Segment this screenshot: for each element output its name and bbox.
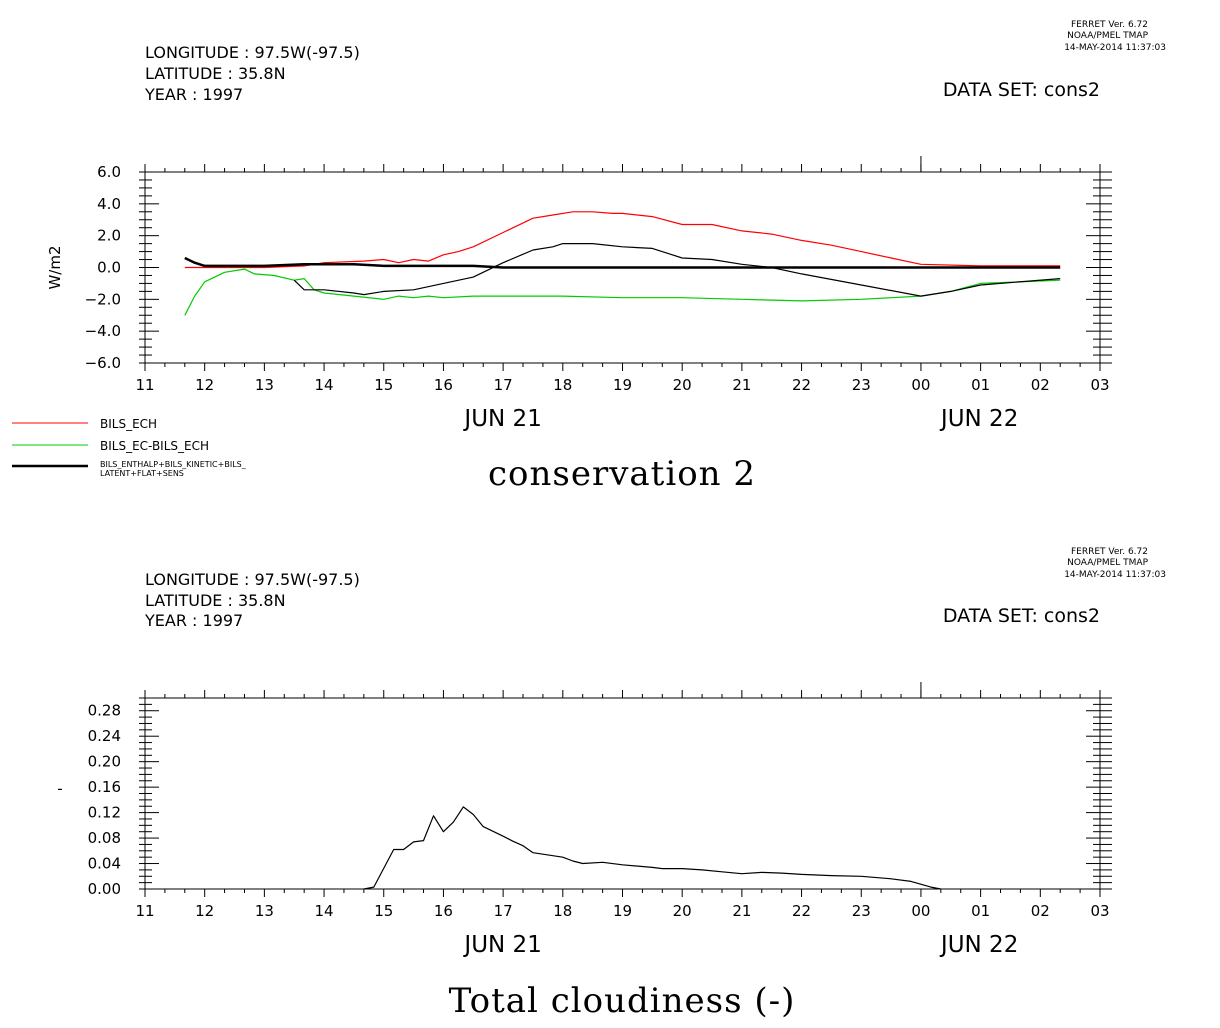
y-tick-label: 0.16 <box>88 778 121 796</box>
y-tick-label: 0.0 <box>97 259 121 277</box>
p1-x-axis: 11 12 13 14 15 16 17 18 19 20 21 22 23 00 01 02 03 JUN 21… <box>135 156 1110 432</box>
x-date-label: JUN 22 <box>939 932 1018 958</box>
panel1-dataset: DATA SET: cons2 <box>943 79 1100 101</box>
x-tick-label: 17 <box>494 376 513 394</box>
panel1-title: conservation 2 <box>488 454 756 494</box>
panel2-ferret-version: FERRET Ver. 6.72 <box>1071 547 1148 557</box>
panel2-header: LONGITUDE : 97.5W(-97.5) LATITUDE : 35.8… <box>144 547 1166 630</box>
panel1-ferret-timestamp: 14-MAY-2014 11:37:03 <box>1064 43 1166 53</box>
x-tick-label: 18 <box>553 902 572 920</box>
x-tick-label: 17 <box>494 902 513 920</box>
x-tick-label: 22 <box>792 902 811 920</box>
y-tick-label: 0.04 <box>88 855 121 873</box>
x-tick-label: 19 <box>613 902 632 920</box>
legend-label-bils-ech: BILS_ECH <box>100 417 157 431</box>
x-tick-label: 00 <box>911 376 930 394</box>
y-tick-label: 0.00 <box>88 880 121 898</box>
x-tick-label: 20 <box>673 902 692 920</box>
x-tick-label: 21 <box>732 902 751 920</box>
x-date-label: JUN 21 <box>462 406 541 432</box>
y-tick-label: 0.12 <box>88 804 121 822</box>
panel2-plot: 11 12 13 14 15 16 17 18 19 20 21 22 23 00 01 02 03 JUN 21… <box>57 682 1112 958</box>
y-tick-label: 4.0 <box>97 195 121 213</box>
panel2-ferret-timestamp: 14-MAY-2014 11:37:03 <box>1064 570 1166 580</box>
panel1-ferret-version: FERRET Ver. 6.72 <box>1071 20 1148 30</box>
x-tick-label: 14 <box>315 902 334 920</box>
x-tick-label: 23 <box>852 376 871 394</box>
x-tick-label: 15 <box>374 376 393 394</box>
y-tick-label: 0.08 <box>88 829 121 847</box>
p2-y-axis: 0.28 0.24 0.20 0.16 0.12 0.08 0.04 0.00 - <box>57 697 1112 898</box>
y-tick-label: −4.0 <box>85 322 121 340</box>
x-tick-label: 01 <box>971 902 990 920</box>
p2-y-axis-label: - <box>57 780 62 798</box>
y-tick-label: 2.0 <box>97 227 121 245</box>
x-tick-label: 23 <box>852 902 871 920</box>
panel1-header: LONGITUDE : 97.5W(-97.5) LATITUDE : 35.8… <box>144 20 1166 104</box>
x-tick-label: 16 <box>434 376 453 394</box>
panel2-title: Total cloudiness (-) <box>449 981 796 1021</box>
series-line-bils-enthalp-bils-kinetic-bils-latent-flat-sens <box>184 256 1061 269</box>
panel2-ferret-org: NOAA/PMEL TMAP <box>1067 558 1148 568</box>
panel2-dataset: DATA SET: cons2 <box>943 605 1100 627</box>
panel1-legend: BILS_ECH BILS_EC-BILS_ECH BILS_ENTHALP+B… <box>12 417 247 478</box>
p2-x-axis: 11 12 13 14 15 16 17 18 19 20 21 22 23 00 01 02 03 JUN 21… <box>135 682 1110 958</box>
y-tick-label: −2.0 <box>85 290 121 308</box>
p1-y-axis: 6.0 4.0 2.0 0.0 −2.0 −4.0 −6.0 W/m2 <box>46 163 1112 372</box>
x-tick-label: 12 <box>195 376 214 394</box>
x-tick-label: 01 <box>971 376 990 394</box>
series-line-bils-ech <box>184 211 1061 269</box>
panel1-latitude: LATITUDE : 35.8N <box>145 64 286 83</box>
legend-label-bils-ec-minus-ech: BILS_EC-BILS_ECH <box>100 439 209 453</box>
x-tick-label: 15 <box>374 902 393 920</box>
series-line-total-cloudiness- <box>363 806 941 890</box>
x-tick-label: 03 <box>1090 376 1109 394</box>
p1-series-group <box>184 211 1061 316</box>
series-line-unnamed-3 <box>293 243 1061 297</box>
p2-plot-frame <box>144 697 1101 890</box>
panel1-ferret-org: NOAA/PMEL TMAP <box>1067 31 1148 41</box>
panel2-year: YEAR : 1997 <box>144 611 243 630</box>
panel1-plot: 11 12 13 14 15 16 17 18 19 20 21 22 23 00 01 02 03 JUN 21… <box>46 156 1112 432</box>
x-tick-label: 11 <box>135 376 154 394</box>
y-tick-label: 6.0 <box>97 163 121 181</box>
p1-y-axis-label: W/m2 <box>46 245 64 289</box>
x-tick-label: 22 <box>792 376 811 394</box>
x-tick-label: 00 <box>911 902 930 920</box>
panel2-longitude: LONGITUDE : 97.5W(-97.5) <box>145 570 360 589</box>
x-date-label: JUN 22 <box>939 406 1018 432</box>
y-tick-label: 0.28 <box>88 702 121 720</box>
x-tick-label: 14 <box>315 376 334 394</box>
x-date-label: JUN 21 <box>462 932 541 958</box>
panel1-longitude: LONGITUDE : 97.5W(-97.5) <box>145 43 360 62</box>
p2-series-group <box>363 806 941 890</box>
x-tick-label: 21 <box>732 376 751 394</box>
y-tick-label: 0.24 <box>88 727 121 745</box>
x-tick-label: 03 <box>1090 902 1109 920</box>
x-tick-label: 02 <box>1031 376 1050 394</box>
y-tick-label: 0.20 <box>88 753 121 771</box>
x-tick-label: 13 <box>255 902 274 920</box>
x-tick-label: 20 <box>673 376 692 394</box>
legend-label-bils-sum-line2: LATENT+FLAT+SENS <box>100 469 184 478</box>
panel2-latitude: LATITUDE : 35.8N <box>145 591 286 610</box>
x-tick-label: 13 <box>255 376 274 394</box>
panel1-year: YEAR : 1997 <box>144 85 243 104</box>
x-tick-label: 16 <box>434 902 453 920</box>
legend-label-bils-sum-line1: BILS_ENTHALP+BILS_KINETIC+BILS_ <box>100 460 247 469</box>
x-tick-label: 11 <box>135 902 154 920</box>
x-tick-label: 18 <box>553 376 572 394</box>
y-tick-label: −6.0 <box>85 354 121 372</box>
x-tick-label: 02 <box>1031 902 1050 920</box>
series-line-bils-ec-bils-ech <box>184 268 1061 316</box>
x-tick-label: 12 <box>195 902 214 920</box>
x-tick-label: 19 <box>613 376 632 394</box>
